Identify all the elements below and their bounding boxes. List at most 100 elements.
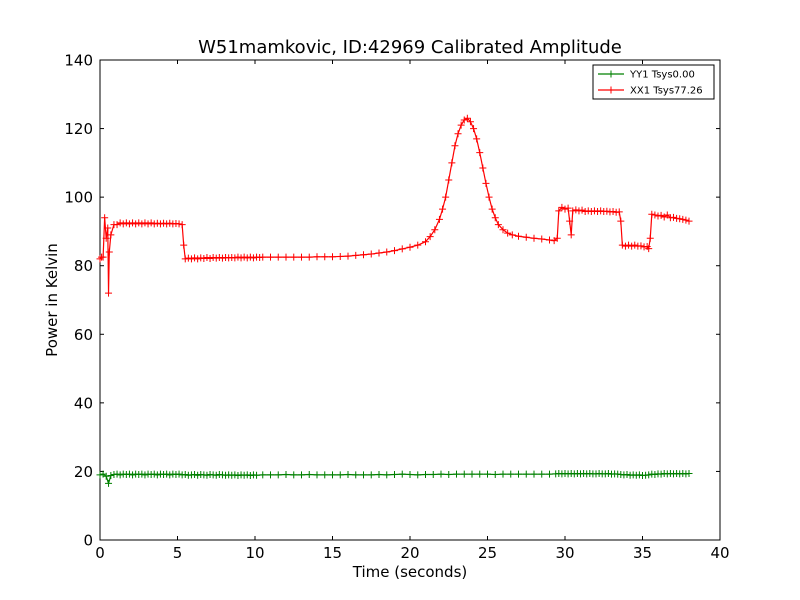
series-yy1: [96, 469, 693, 487]
data-point: [107, 472, 115, 480]
data-point: [685, 217, 693, 225]
data-point: [313, 471, 321, 479]
data-point: [453, 470, 460, 478]
data-point: [590, 207, 598, 215]
data-point: [375, 471, 383, 479]
data-point: [329, 471, 336, 479]
data-point: [246, 472, 254, 480]
y-axis-label: Power in Kelvin: [43, 243, 61, 357]
data-point: [473, 135, 481, 143]
data-point: [631, 241, 639, 249]
data-point: [298, 471, 305, 479]
data-point: [203, 471, 211, 479]
data-point: [138, 470, 146, 478]
data-point: [125, 470, 133, 478]
data-point: [175, 470, 183, 478]
x-tick-label: 0: [95, 544, 105, 562]
x-tick-label: 40: [710, 544, 729, 562]
data-point: [321, 471, 329, 479]
data-point: [476, 470, 484, 478]
data-point: [406, 471, 414, 479]
data-point: [215, 253, 223, 261]
data-point: [522, 470, 530, 478]
data-point: [546, 236, 553, 244]
data-point: [645, 245, 653, 253]
data-point: [249, 254, 257, 262]
data-point: [290, 471, 298, 479]
data-point: [181, 255, 189, 263]
data-point: [175, 220, 183, 228]
data-point: [129, 471, 137, 479]
data-point: [594, 208, 602, 216]
data-point: [383, 471, 391, 479]
data-point: [439, 205, 447, 213]
data-point: [253, 471, 261, 479]
x-tick-label: 15: [323, 544, 342, 562]
y-tick-label: 40: [74, 394, 93, 412]
data-point: [234, 472, 242, 480]
data-point: [119, 220, 127, 228]
data-point: [621, 242, 629, 250]
data-point: [651, 211, 659, 219]
data-point: [153, 471, 161, 479]
data-point: [206, 255, 214, 263]
data-point: [485, 193, 493, 201]
data-point: [231, 471, 239, 479]
x-tick-label: 5: [173, 544, 183, 562]
data-point: [479, 164, 487, 172]
data-point: [259, 471, 267, 479]
data-point: [587, 208, 595, 216]
data-point: [116, 471, 124, 479]
data-point: [321, 253, 329, 261]
y-tick-label: 60: [74, 326, 93, 344]
series-layer: [96, 114, 693, 487]
data-point: [406, 243, 414, 251]
data-point: [572, 206, 580, 214]
data-point: [584, 207, 592, 215]
data-point: [448, 159, 456, 167]
data-point: [144, 220, 152, 228]
data-point: [470, 125, 478, 133]
data-point: [391, 471, 398, 479]
data-point: [234, 253, 242, 261]
data-point: [113, 470, 121, 478]
data-point: [488, 205, 496, 213]
data-point: [431, 226, 439, 234]
data-point: [191, 254, 199, 262]
data-point: [491, 214, 499, 222]
data-point: [150, 470, 158, 478]
data-point: [567, 231, 575, 239]
data-point: [466, 118, 474, 126]
data-point: [676, 215, 684, 223]
data-point: [398, 470, 406, 478]
data-point: [367, 250, 375, 258]
data-point: [212, 254, 220, 262]
data-point: [141, 219, 149, 227]
y-tick-label: 80: [74, 257, 93, 275]
data-point: [96, 255, 104, 263]
data-point: [618, 241, 626, 249]
data-point: [597, 207, 605, 215]
y-tick-label: 0: [83, 532, 93, 550]
data-point: [581, 208, 589, 216]
data-point: [575, 207, 583, 215]
data-point: [670, 213, 677, 221]
data-point: [274, 253, 282, 261]
data-point: [116, 219, 124, 227]
data-point: [398, 245, 406, 253]
data-point: [515, 470, 522, 478]
data-point: [360, 251, 367, 259]
data-point: [555, 207, 563, 215]
data-point: [166, 219, 174, 227]
data-point: [546, 470, 553, 478]
data-point: [635, 471, 643, 479]
data-point: [240, 253, 248, 261]
data-point: [657, 470, 665, 478]
x-tick-label: 35: [633, 544, 652, 562]
data-point: [442, 193, 450, 201]
data-point: [336, 252, 344, 260]
data-point: [508, 231, 516, 239]
data-point: [422, 471, 429, 479]
y-tick-label: 140: [64, 52, 93, 70]
